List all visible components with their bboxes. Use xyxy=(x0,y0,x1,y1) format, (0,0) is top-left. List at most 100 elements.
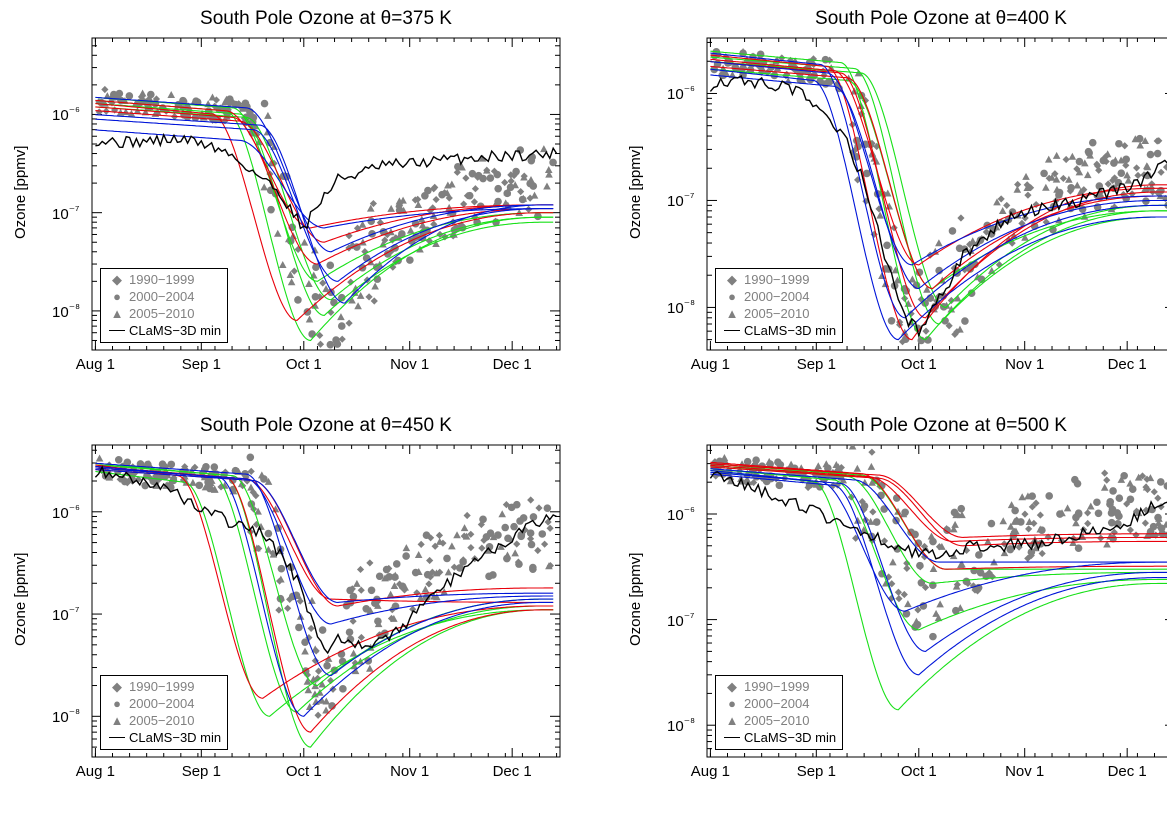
obs-triangle-point xyxy=(883,189,892,197)
obs-circle-point xyxy=(1067,183,1075,192)
obs-circle-point xyxy=(231,466,240,475)
obs-circle-point xyxy=(392,560,401,568)
obs-circle-point xyxy=(260,99,269,108)
obs-diamond-point xyxy=(1013,516,1021,524)
obs-diamond-point xyxy=(412,234,420,242)
obs-circle-point xyxy=(739,49,747,57)
y-tick-label: 10⁻⁸ xyxy=(667,297,696,318)
obs-triangle-point xyxy=(511,549,519,557)
obs-diamond-point xyxy=(1153,137,1161,145)
obs-circle-point xyxy=(1128,485,1137,493)
obs-circle-point xyxy=(402,552,410,560)
obs-triangle-point xyxy=(460,524,469,532)
obs-diamond-point xyxy=(810,60,818,69)
obs-circle-point xyxy=(901,508,909,517)
obs-triangle-point xyxy=(853,464,862,472)
obs-circle-point xyxy=(422,531,431,539)
obs-diamond-point xyxy=(191,463,199,471)
obs-diamond-point xyxy=(314,711,322,719)
obs-circle-point xyxy=(1146,150,1155,159)
obs-diamond-point xyxy=(1021,214,1029,222)
obs-triangle-point xyxy=(300,238,309,246)
obs-diamond-point xyxy=(1154,494,1162,502)
y-tick-label: 10⁻⁸ xyxy=(52,300,81,321)
obs-diamond-point xyxy=(307,624,315,633)
triangle-marker-icon: ▲ xyxy=(110,306,124,321)
obs-diamond-point xyxy=(997,195,1005,203)
obs-circle-point xyxy=(303,308,312,316)
legend: ◆ 1990−1999 ● 2000−2004 ▲ 2005−2010 CLaMS−3… xyxy=(715,268,844,343)
obs-triangle-point xyxy=(1146,474,1155,482)
obs-circle-point xyxy=(276,594,285,603)
obs-triangle-point xyxy=(444,568,453,576)
obs-circle-point xyxy=(264,529,273,538)
obs-diamond-point xyxy=(858,498,866,506)
obs-circle-point xyxy=(241,99,250,108)
model-series-line-red xyxy=(710,65,1167,290)
obs-circle-point xyxy=(474,171,483,180)
obs-triangle-point xyxy=(543,182,551,190)
triangle-marker-icon: ▲ xyxy=(725,713,739,728)
obs-triangle-point xyxy=(432,593,441,601)
line-marker-icon xyxy=(720,330,744,331)
obs-diamond-point xyxy=(357,586,365,594)
obs-diamond-point xyxy=(875,205,883,213)
obs-diamond-point xyxy=(290,267,298,275)
model-series-line-blue xyxy=(710,74,1167,290)
obs-circle-point xyxy=(117,96,125,105)
legend-item: ● 2000−2004 xyxy=(720,288,836,305)
obs-diamond-point xyxy=(1095,166,1103,174)
obs-diamond-point xyxy=(477,520,485,529)
obs-circle-point xyxy=(308,330,316,338)
obs-circle-point xyxy=(935,266,943,275)
obs-diamond-point xyxy=(381,236,389,244)
obs-diamond-point xyxy=(890,224,898,232)
obs-triangle-point xyxy=(923,285,931,293)
obs-circle-point xyxy=(1084,147,1093,156)
obs-circle-point xyxy=(362,604,371,613)
obs-diamond-point xyxy=(898,338,907,346)
obs-diamond-point xyxy=(95,108,103,116)
obs-circle-point xyxy=(919,602,928,610)
legend-label: 1990−1999 xyxy=(744,679,810,694)
obs-triangle-point xyxy=(798,76,807,84)
obs-circle-point xyxy=(880,505,888,513)
obs-triangle-point xyxy=(999,517,1008,525)
obs-triangle-point xyxy=(351,667,360,675)
obs-circle-point xyxy=(1075,157,1084,166)
y-axis-label: Ozone [ppmv] xyxy=(627,145,644,239)
obs-diamond-point xyxy=(541,540,549,548)
obs-diamond-point xyxy=(296,597,304,605)
obs-triangle-point xyxy=(958,511,966,519)
obs-circle-point xyxy=(323,661,331,670)
triangle-marker-icon: ▲ xyxy=(110,713,124,728)
model-series-line-blue xyxy=(95,114,554,304)
obs-diamond-point xyxy=(506,535,514,544)
x-tick-label: Nov 1 xyxy=(390,356,430,373)
obs-diamond-point xyxy=(517,188,525,196)
model-series-line-blue xyxy=(710,468,1167,563)
obs-diamond-point xyxy=(1134,171,1142,180)
model-series-line-blue xyxy=(95,462,554,677)
obs-diamond-point xyxy=(1138,472,1147,480)
clams-min-line xyxy=(94,465,557,655)
obs-triangle-point xyxy=(853,516,862,524)
legend: ◆ 1990−1999 ● 2000−2004 ▲ 2005−2010 CLaMS−3… xyxy=(715,675,844,750)
legend-label: 1990−1999 xyxy=(129,679,195,694)
obs-diamond-point xyxy=(417,540,425,548)
obs-triangle-point xyxy=(1063,504,1072,512)
x-tick-label: Nov 1 xyxy=(1005,356,1045,373)
obs-triangle-point xyxy=(744,478,753,486)
obs-diamond-point xyxy=(885,573,893,581)
obs-circle-point xyxy=(333,340,342,348)
y-tick-label: 10⁻⁷ xyxy=(52,604,80,625)
obs-triangle-point xyxy=(390,582,399,590)
obs-diamond-point xyxy=(1084,519,1092,528)
model-series-line-green xyxy=(710,68,1167,290)
clams-min-line xyxy=(709,470,1167,560)
obs-circle-point xyxy=(1154,513,1162,522)
model-series-line-green xyxy=(710,60,1167,308)
obs-triangle-point xyxy=(503,551,512,559)
legend-label: 2005−2010 xyxy=(129,713,195,728)
